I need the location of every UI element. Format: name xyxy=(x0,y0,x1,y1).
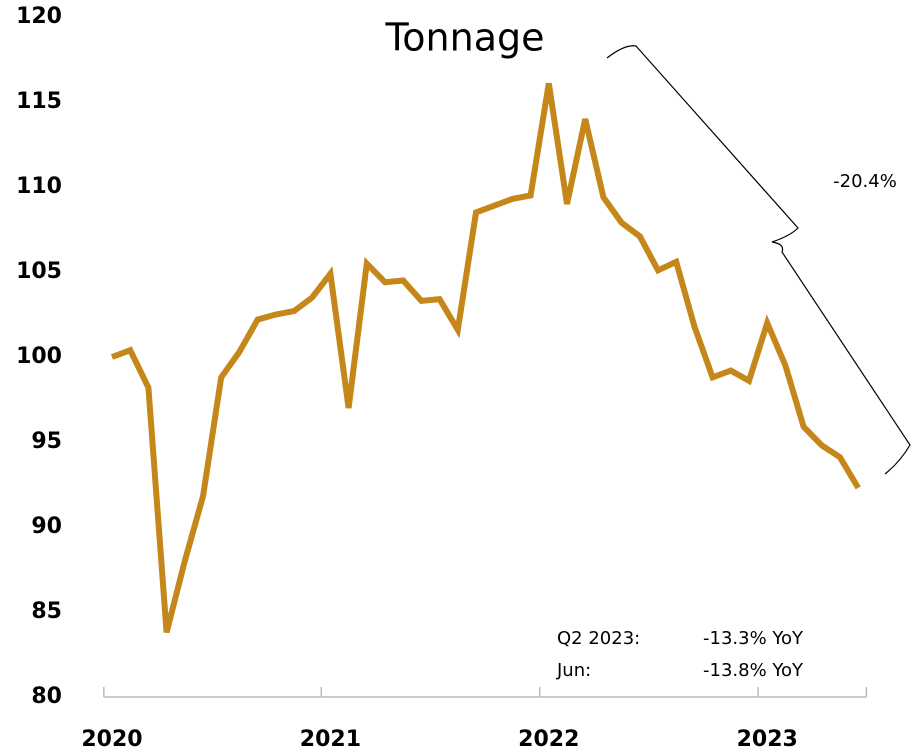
y-tick-label: 85 xyxy=(31,599,62,624)
x-tick-label: 2023 xyxy=(737,727,798,752)
annotation: -13.3% YoY xyxy=(703,628,804,649)
line xyxy=(110,82,861,634)
y-tick-label: 105 xyxy=(16,259,62,284)
x-tick-label: 2021 xyxy=(300,727,361,752)
annotation: Q2 2023: xyxy=(557,628,640,649)
annotation: -13.8% YoY xyxy=(703,660,804,681)
chart-title: Tonnage xyxy=(385,16,545,60)
y-tick-label: 90 xyxy=(31,514,62,539)
y-tick-label: 120 xyxy=(16,4,62,29)
y-tick-label: 110 xyxy=(16,174,62,199)
y-tick-label: 115 xyxy=(16,89,62,114)
annotation: -20.4% xyxy=(833,171,897,192)
x-tick-label: 2020 xyxy=(81,727,142,752)
y-tick-label: 95 xyxy=(31,429,62,454)
y-tick-label: 80 xyxy=(31,684,62,709)
bracket xyxy=(606,45,911,475)
x-tick-label: 2022 xyxy=(518,727,579,752)
y-tick-label: 100 xyxy=(16,344,62,369)
annotation: Jun: xyxy=(556,660,591,681)
